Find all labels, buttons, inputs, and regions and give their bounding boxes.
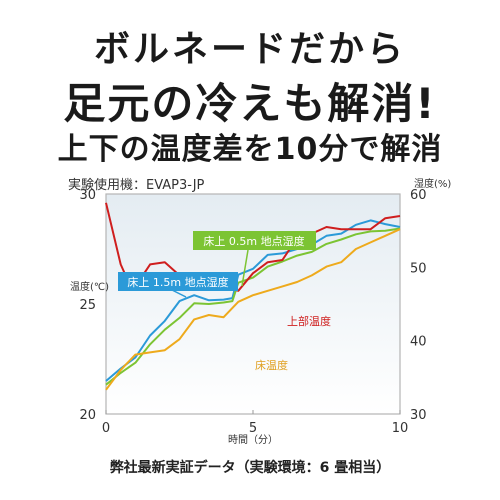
x-axis-label: 時間（分） <box>228 434 278 446</box>
headline-line-3: 上下の温度差を10分で解消 <box>57 132 443 167</box>
series-label-0-5m-humidity: 床上 0.5m 地点湿度 <box>203 234 304 248</box>
series-label-floor-temperature: 床温度 <box>255 358 288 372</box>
y-left-tick-label: 20 <box>79 408 96 423</box>
series-line-0-5m-humidity <box>105 227 401 386</box>
y-left-tick-label: 30 <box>79 188 96 203</box>
series-label-top-temperature: 上部温度 <box>287 314 331 328</box>
callout-1-5m-humidity: 床上 1.5m 地点湿度 <box>118 272 238 298</box>
y-right-tick-label: 40 <box>410 335 427 350</box>
x-tick-label: 10 <box>392 421 409 436</box>
footnote: 弊社最新実証データ（実験環境：6 畳相当） <box>109 460 391 476</box>
y-right-tick-label: 60 <box>410 188 427 203</box>
y-right-axis-label: 湿度(%) <box>414 177 451 190</box>
headline-line-2: 足元の冷えも解消! <box>63 79 437 128</box>
series-label-1-5m-humidity: 床上 1.5m 地点湿度 <box>127 275 228 289</box>
plot-background <box>105 193 401 415</box>
device-label: 実験使用機：EVAP3-JP <box>68 178 205 193</box>
y-left-tick-label: 25 <box>79 298 96 313</box>
series-line-floor-temperature <box>105 228 401 391</box>
headline-line-1: ボルネードだから <box>93 29 406 70</box>
x-tick-label: 0 <box>102 421 110 436</box>
x-tick-label: 5 <box>249 421 257 436</box>
y-right-tick-label: 50 <box>410 261 427 276</box>
callout-0-5m-humidity: 床上 0.5m 地点湿度 <box>193 231 316 287</box>
y-right-tick-label: 30 <box>410 408 427 423</box>
y-left-axis-label: 温度(℃) <box>70 280 109 293</box>
